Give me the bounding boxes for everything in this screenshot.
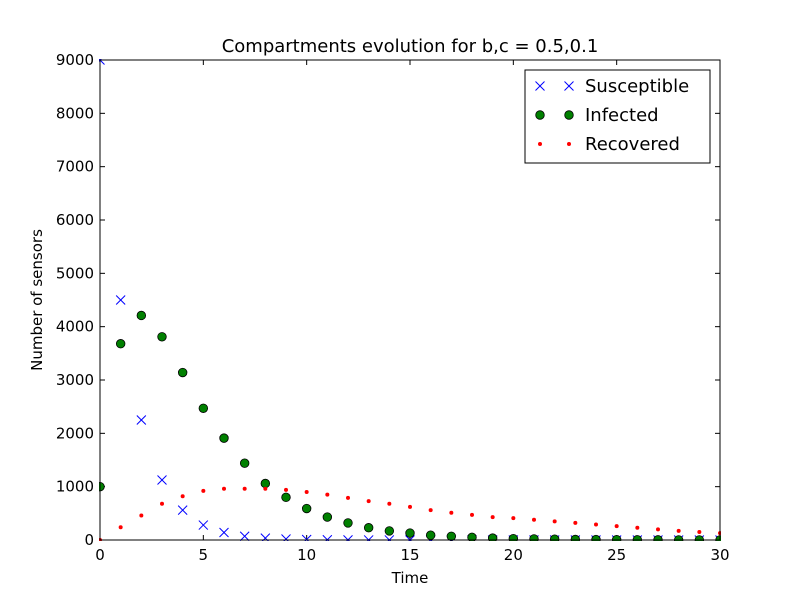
data-point bbox=[198, 520, 209, 530]
data-point bbox=[529, 534, 539, 541]
legend-label: Susceptible bbox=[585, 76, 689, 97]
data-point bbox=[446, 531, 457, 541]
data-point bbox=[511, 516, 516, 521]
legend-label: Recovered bbox=[585, 134, 680, 155]
data-point bbox=[405, 528, 415, 538]
data-point bbox=[115, 295, 126, 305]
series-recovered bbox=[99, 486, 721, 541]
data-point bbox=[322, 512, 333, 522]
data-point bbox=[614, 524, 619, 529]
data-point bbox=[198, 403, 209, 413]
data-point bbox=[177, 367, 188, 378]
x-tick-label: 20 bbox=[504, 546, 523, 564]
data-point bbox=[157, 332, 167, 342]
data-point bbox=[532, 517, 536, 522]
data-point bbox=[697, 530, 702, 534]
data-point bbox=[284, 487, 288, 492]
data-point bbox=[573, 520, 578, 525]
data-point bbox=[325, 492, 330, 497]
data-point bbox=[346, 495, 350, 500]
data-point bbox=[656, 527, 660, 532]
y-tick-label: 3000 bbox=[56, 371, 94, 389]
plot-frame bbox=[99, 59, 721, 541]
legend-marker bbox=[567, 142, 571, 146]
data-point bbox=[366, 499, 371, 504]
data-point bbox=[343, 518, 353, 528]
y-tick-label: 5000 bbox=[56, 264, 94, 282]
legend-label: Infected bbox=[585, 105, 659, 126]
data-point bbox=[239, 531, 250, 541]
data-point bbox=[177, 505, 188, 515]
data-point bbox=[635, 525, 640, 530]
data-point bbox=[363, 523, 374, 533]
x-tick-label: 5 bbox=[199, 546, 209, 564]
x-tick-label: 10 bbox=[297, 546, 316, 564]
data-point bbox=[239, 458, 250, 468]
legend-marker bbox=[564, 110, 574, 120]
data-point bbox=[139, 513, 144, 518]
y-tick-label: 9000 bbox=[56, 51, 94, 69]
chart-title: Compartments evolution for b,c = 0.5,0.1 bbox=[222, 36, 599, 57]
data-point bbox=[260, 478, 271, 489]
legend: Susceptible Infected Recovered bbox=[524, 69, 711, 164]
data-point bbox=[470, 512, 474, 517]
data-point bbox=[136, 415, 147, 425]
data-point bbox=[180, 494, 185, 499]
data-point bbox=[408, 504, 412, 509]
y-tick-label: 4000 bbox=[56, 318, 94, 336]
data-point bbox=[263, 486, 268, 491]
y-tick-label: 6000 bbox=[56, 211, 94, 229]
data-point bbox=[490, 515, 495, 520]
y-tick-label: 7000 bbox=[56, 158, 94, 176]
data-point bbox=[428, 508, 433, 513]
data-point bbox=[449, 510, 454, 515]
data-point bbox=[157, 475, 167, 485]
data-point bbox=[219, 527, 229, 538]
data-point bbox=[425, 530, 436, 540]
legend-marker bbox=[535, 81, 545, 91]
legend-marker bbox=[538, 142, 542, 146]
y-tick-label: 0 bbox=[84, 531, 94, 549]
y-axis-label: Number of sensors bbox=[28, 229, 46, 371]
ticks: 0 5 10 15 20 25 30 0 1000 2000 3000 4000 5000 6000 700… bbox=[56, 51, 730, 564]
data-point bbox=[281, 534, 291, 541]
legend-marker bbox=[535, 110, 545, 120]
data-point bbox=[260, 533, 271, 541]
data-point bbox=[304, 490, 309, 494]
x-tick-label: 0 bbox=[95, 546, 105, 564]
x-tick-label: 15 bbox=[400, 546, 419, 564]
data-point bbox=[201, 488, 206, 493]
legend-box bbox=[524, 69, 711, 164]
data-point bbox=[222, 486, 226, 491]
data-point bbox=[549, 534, 560, 541]
data-point bbox=[219, 433, 229, 443]
data-point bbox=[467, 532, 477, 541]
y-tick-label: 2000 bbox=[56, 424, 94, 442]
data-point bbox=[487, 533, 498, 541]
data-point bbox=[118, 525, 123, 530]
data-point bbox=[160, 501, 164, 506]
data-point bbox=[384, 526, 395, 536]
data-point bbox=[115, 339, 126, 349]
x-axis-label: Time bbox=[391, 569, 429, 587]
x-tick-label: 30 bbox=[710, 546, 729, 564]
x-tick-label: 25 bbox=[607, 546, 626, 564]
data-point bbox=[387, 501, 392, 506]
y-tick-label: 1000 bbox=[56, 478, 94, 496]
data-point bbox=[552, 519, 557, 524]
data-point bbox=[676, 528, 681, 533]
data-point bbox=[594, 522, 598, 527]
data-point bbox=[301, 503, 312, 514]
legend-marker bbox=[564, 81, 574, 91]
data-point bbox=[508, 533, 519, 541]
data-point bbox=[281, 492, 291, 503]
y-tick-label: 8000 bbox=[56, 104, 94, 122]
data-point bbox=[242, 486, 247, 491]
data-point bbox=[136, 310, 147, 321]
